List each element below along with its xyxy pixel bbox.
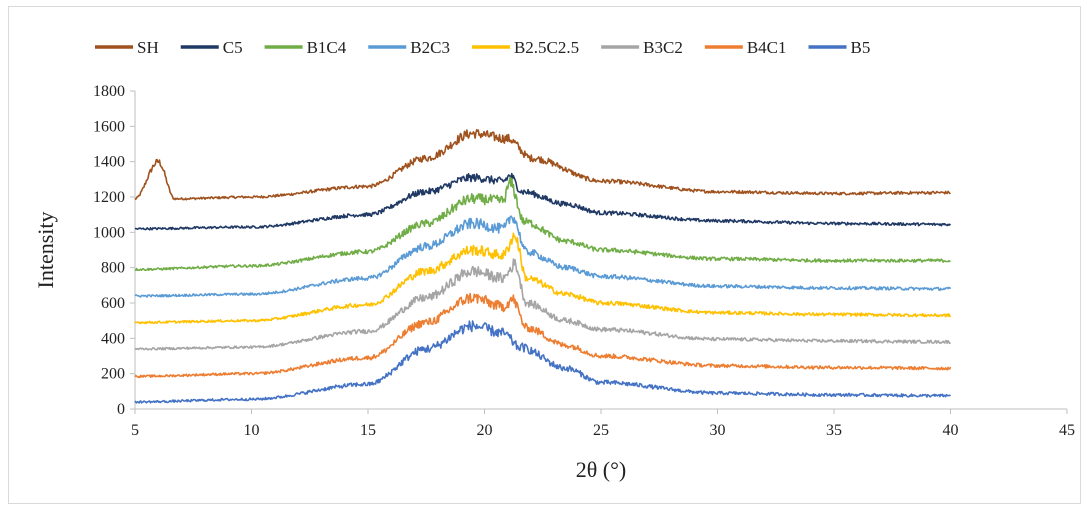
x-tick-label: 20 — [477, 422, 493, 439]
legend-label-C5: C5 — [223, 38, 243, 57]
y-tick-label: 800 — [101, 260, 125, 277]
y-tick-label: 1200 — [93, 189, 125, 206]
y-tick-label: 400 — [101, 330, 125, 347]
series-line-B2.5C2.5 — [134, 232, 952, 325]
x-tick-label: 25 — [593, 422, 609, 439]
x-tick-label: 5 — [131, 422, 139, 439]
series-line-B5 — [134, 320, 951, 404]
legend-label-B5: B5 — [851, 38, 871, 57]
xrd-line-chart: SH C5 B1C4 B2C3 B2.5C2.5 B3C2 B4C1 B5 0 200 400 60… — [33, 38, 1075, 482]
legend-label-B3C2: B3C2 — [643, 38, 683, 57]
legend-label-B1C4: B1C4 — [307, 38, 347, 57]
series-line-B4C1 — [134, 292, 952, 379]
legend-label-B4C1: B4C1 — [747, 38, 787, 57]
x-tick-label: 40 — [943, 422, 959, 439]
x-tick-label: 30 — [710, 422, 726, 439]
series-line-C5 — [134, 172, 952, 231]
legend-label-B2C3: B2C3 — [410, 38, 450, 57]
chart-frame: SH C5 B1C4 B2C3 B2.5C2.5 B3C2 B4C1 B5 0 200 400 60… — [8, 6, 1081, 504]
series-line-B3C2 — [134, 258, 951, 351]
legend: SH C5 B1C4 B2C3 B2.5C2.5 B3C2 B4C1 B5 — [95, 38, 870, 57]
y-tick-label: 1400 — [93, 154, 125, 171]
y-axis-title: Intensity — [33, 212, 58, 289]
y-tick-label: 1800 — [93, 83, 125, 100]
x-tick-label: 15 — [360, 422, 376, 439]
x-tick-label: 10 — [244, 422, 260, 439]
x-tick-label: 35 — [826, 422, 842, 439]
plot-series — [134, 129, 952, 404]
series-line-B2C3 — [134, 215, 952, 298]
y-tick-label: 1600 — [93, 118, 125, 135]
y-tick-label: 600 — [101, 295, 125, 312]
axes: 0 200 400 600 800 1000 1200 1400 1600 1800 5 10 15 20… — [93, 83, 1075, 439]
y-tick-label: 200 — [101, 366, 125, 383]
series-line-B1C4 — [134, 176, 951, 272]
series-line-SH — [134, 129, 951, 201]
legend-label-B2.5C2.5: B2.5C2.5 — [514, 38, 579, 57]
y-tick-label: 1000 — [93, 224, 125, 241]
x-axis-title: 2θ (°) — [576, 457, 627, 482]
legend-label-SH: SH — [137, 38, 159, 57]
y-tick-label: 0 — [117, 401, 125, 418]
x-tick-label: 45 — [1059, 422, 1075, 439]
